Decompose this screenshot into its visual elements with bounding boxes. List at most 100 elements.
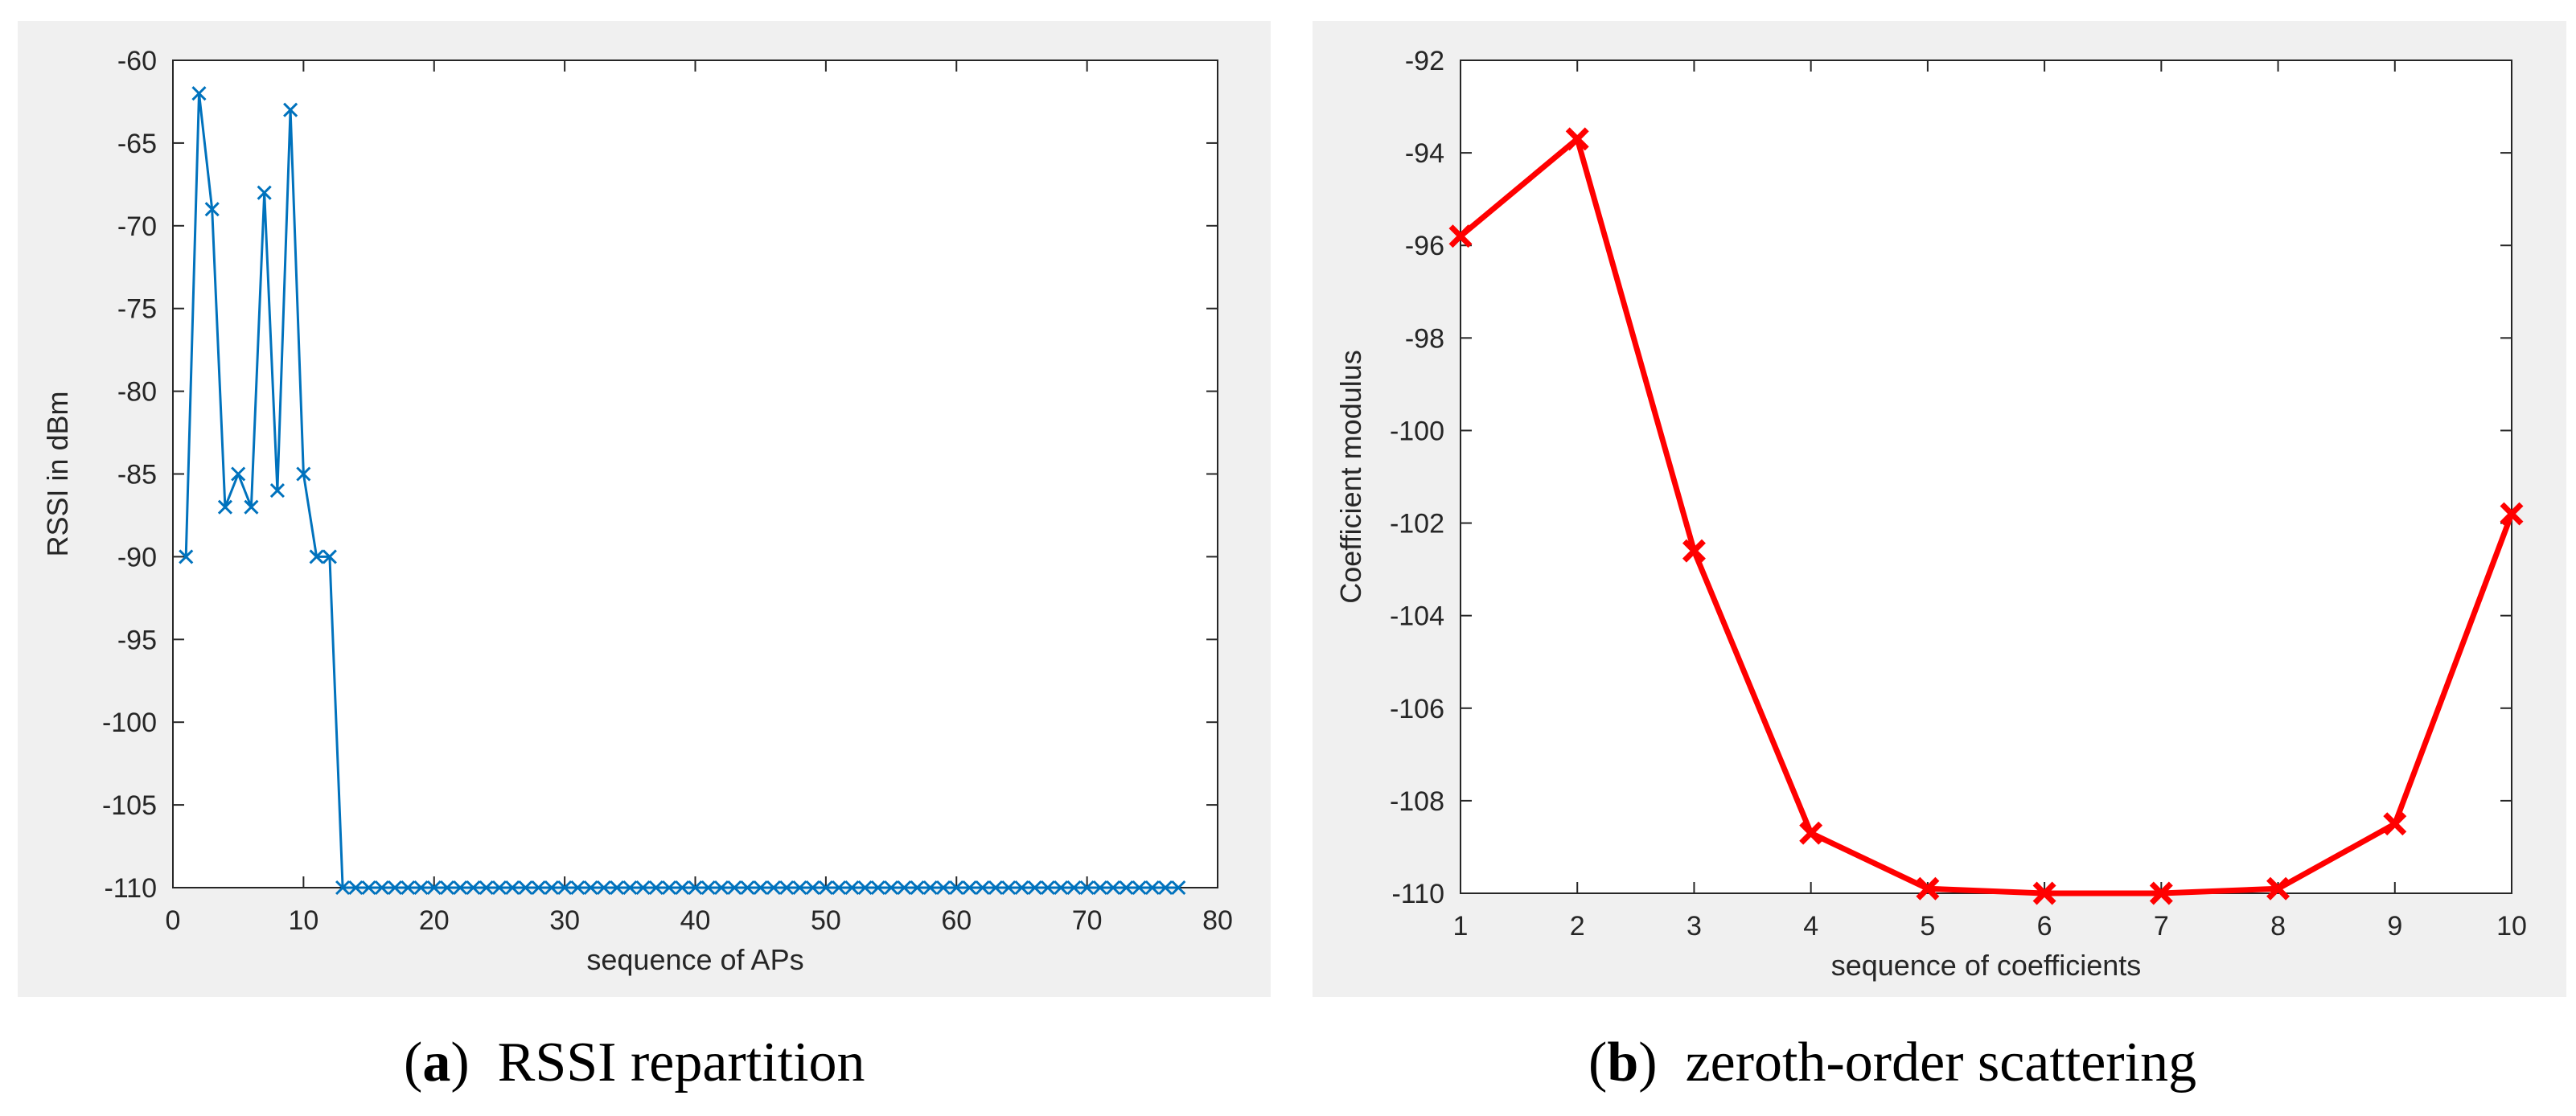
data-point — [426, 880, 442, 896]
chart-panel-rssi: 0 10 20 30 40 50 60 70 80 -60 -65 -70 -75 -80 -85 -90 -9… — [18, 21, 1271, 997]
y-tick-label: -104 — [1390, 601, 1444, 632]
data-point — [805, 880, 820, 896]
data-point — [962, 880, 977, 896]
data-point — [975, 880, 990, 896]
series-line — [1458, 136, 2515, 896]
data-point — [727, 880, 742, 896]
y-tick-label: -70 — [117, 211, 157, 242]
x-tick-label: 60 — [941, 905, 972, 936]
data-point — [1171, 880, 1186, 896]
data-point — [700, 880, 716, 896]
data-point — [897, 880, 912, 896]
data-point — [387, 880, 403, 896]
caption-b: (b) zeroth-order scattering — [1588, 1032, 2197, 1093]
data-point — [2032, 881, 2056, 905]
y-tick-label: -98 — [1405, 323, 1444, 354]
y-tick-label: -75 — [117, 294, 157, 325]
data-point — [1027, 880, 1042, 896]
data-point — [491, 880, 507, 896]
data-point — [322, 549, 337, 564]
data-point — [2500, 502, 2524, 526]
data-point — [1079, 880, 1095, 896]
chart-panel-scattering: 1 2 3 4 5 6 7 8 9 10 -92 -94 -96 -98 -100 -102 -104 -106 -… — [1313, 21, 2566, 997]
data-point — [1916, 876, 1940, 901]
data-point — [661, 880, 677, 896]
data-point — [309, 549, 324, 564]
data-point — [361, 880, 376, 896]
y-tick-label: -100 — [102, 708, 157, 738]
data-point — [466, 880, 481, 896]
data-point — [622, 880, 638, 896]
y-axis-label: Coefficient modulus — [1334, 350, 1367, 604]
data-point — [413, 880, 429, 896]
data-point — [2149, 881, 2173, 905]
y-tick-label: -92 — [1405, 46, 1444, 76]
y-tick-label: -65 — [117, 129, 157, 159]
data-point — [244, 499, 259, 515]
x-axis-label: sequence of coefficients — [1831, 949, 2142, 982]
data-point — [818, 880, 833, 896]
data-point — [1448, 224, 1473, 248]
data-point — [596, 880, 611, 896]
x-tick-label: 4 — [1803, 911, 1818, 942]
data-point — [922, 880, 938, 896]
data-point — [675, 880, 690, 896]
data-point — [231, 466, 246, 482]
data-point — [949, 880, 964, 896]
data-point — [374, 880, 389, 896]
data-point — [1066, 880, 1082, 896]
data-point — [2383, 812, 2407, 836]
plot-area — [172, 59, 1218, 888]
x-tick-label: 8 — [2270, 911, 2286, 942]
y-tick-label: -105 — [102, 790, 157, 821]
data-point — [740, 880, 755, 896]
data-point — [557, 880, 573, 896]
data-point — [910, 880, 925, 896]
x-tick-label: 10 — [2496, 911, 2527, 942]
data-point — [1040, 880, 1055, 896]
data-point — [335, 880, 351, 896]
x-tick-label: 30 — [549, 905, 580, 936]
data-point — [479, 880, 494, 896]
y-tick-label: -90 — [117, 542, 157, 572]
y-axis-label: RSSI in dBm — [41, 391, 74, 556]
y-tick-label: -85 — [117, 460, 157, 490]
data-point — [988, 880, 1004, 896]
x-tick-label: 80 — [1202, 905, 1233, 936]
y-tick-label: -80 — [117, 377, 157, 408]
y-tick-label: -108 — [1390, 786, 1444, 817]
x-tick-label: 50 — [811, 905, 841, 936]
data-point — [453, 880, 468, 896]
data-point — [766, 880, 781, 896]
caption-a-text: RSSI repartition — [497, 1032, 865, 1093]
data-point — [1054, 880, 1069, 896]
data-point — [844, 880, 860, 896]
data-point — [635, 880, 651, 896]
y-tick-label: -95 — [117, 625, 157, 655]
data-point — [401, 880, 416, 896]
x-tick-label: 6 — [2037, 911, 2052, 942]
data-point — [1119, 880, 1134, 896]
data-point — [688, 880, 703, 896]
scattering-chart: 1 2 3 4 5 6 7 8 9 10 -92 -94 -96 -98 -100 -102 -104 -106 -… — [1334, 46, 2527, 982]
x-tick-label: 2 — [1570, 911, 1585, 942]
data-point — [713, 880, 729, 896]
x-tick-label: 1 — [1453, 911, 1469, 942]
y-tick-label: -96 — [1405, 231, 1444, 261]
data-point — [1565, 127, 1589, 151]
caption-b-text: zeroth-order scattering — [1685, 1032, 2197, 1093]
x-tick-label: 9 — [2387, 911, 2402, 942]
data-point — [2266, 876, 2290, 901]
caption-b-letter: b — [1607, 1032, 1639, 1093]
x-tick-label: 7 — [2154, 911, 2169, 942]
data-point — [348, 880, 364, 896]
data-point — [1682, 539, 1706, 563]
data-point — [648, 880, 664, 896]
data-point — [1132, 880, 1147, 896]
data-point — [832, 880, 847, 896]
data-point — [753, 880, 768, 896]
y-tick-label: -100 — [1390, 416, 1444, 446]
rssi-chart: 0 10 20 30 40 50 60 70 80 -60 -65 -70 -75 -80 -85 -90 -9… — [41, 46, 1233, 976]
data-point — [857, 880, 873, 896]
data-point — [531, 880, 546, 896]
